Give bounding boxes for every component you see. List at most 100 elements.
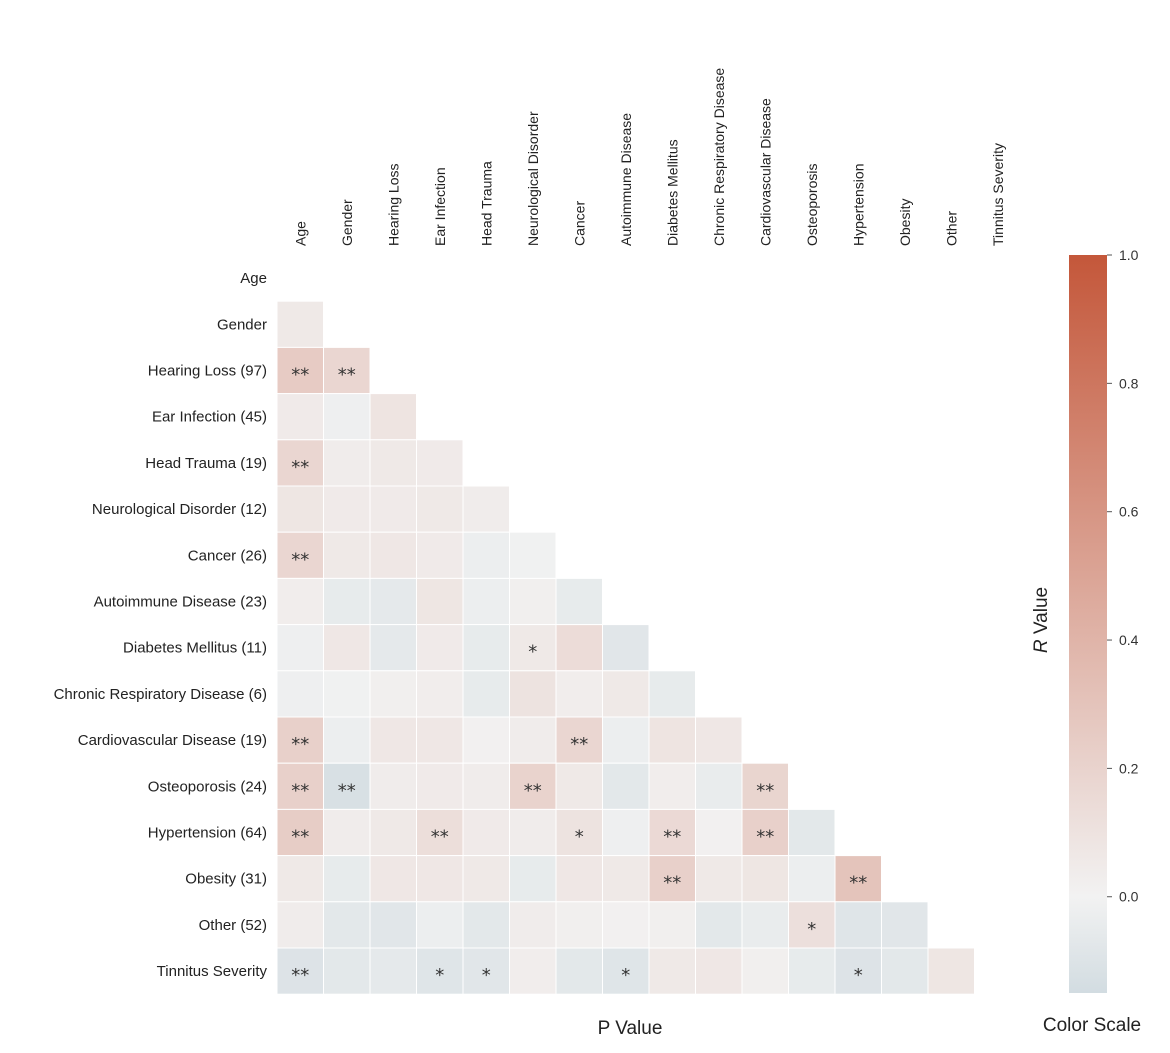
heatmap-cell bbox=[323, 439, 371, 487]
colorbar-tick-label: 1.0 bbox=[1119, 247, 1139, 263]
heatmap-cell bbox=[323, 855, 371, 903]
x-axis-title: P Value bbox=[598, 1018, 663, 1039]
significance-mark: ** bbox=[524, 780, 542, 801]
significance-mark: ** bbox=[756, 780, 774, 801]
heatmap-cell bbox=[276, 577, 324, 626]
significance-mark: * bbox=[621, 965, 630, 986]
row-label: Obesity (31) bbox=[185, 871, 267, 888]
heatmap-cell bbox=[509, 577, 557, 626]
column-label: Head Trauma bbox=[478, 161, 494, 246]
heatmap-cell bbox=[276, 485, 324, 533]
heatmap-cell bbox=[881, 901, 929, 949]
significance-mark: ** bbox=[756, 827, 774, 848]
heatmap-cell bbox=[276, 393, 324, 441]
heatmap-cell bbox=[509, 808, 557, 857]
heatmap-cell bbox=[788, 808, 836, 857]
heatmap-cell bbox=[509, 716, 557, 764]
heatmap-cell bbox=[695, 808, 743, 857]
row-label: Chronic Respiratory Disease (6) bbox=[54, 686, 267, 703]
colorbar-tick-label: 0.0 bbox=[1119, 889, 1139, 905]
heatmap-cell bbox=[788, 947, 836, 995]
colorbar-label: R Value bbox=[1031, 587, 1052, 653]
heatmap-cell bbox=[416, 762, 464, 810]
heatmap-cell bbox=[323, 531, 371, 579]
heatmap-cell bbox=[416, 670, 464, 718]
heatmap-cell bbox=[462, 855, 510, 903]
heatmap-cell bbox=[881, 947, 929, 995]
significance-mark: ** bbox=[431, 827, 449, 848]
significance-mark: ** bbox=[849, 873, 867, 894]
heatmap-cell bbox=[555, 947, 603, 995]
significance-mark: ** bbox=[338, 780, 356, 801]
heatmap-cell bbox=[555, 624, 603, 672]
colorbar bbox=[1069, 255, 1107, 993]
heatmap-cell bbox=[695, 901, 743, 949]
heatmap-cell bbox=[416, 716, 464, 764]
column-label: Ear Infection bbox=[432, 167, 448, 246]
colorbar-label-r: R bbox=[1031, 639, 1052, 653]
heatmap-cell bbox=[555, 670, 603, 718]
heatmap-cell bbox=[602, 716, 650, 764]
heatmap-cell bbox=[369, 624, 417, 672]
heatmap-cell bbox=[369, 855, 417, 903]
heatmap-cell bbox=[602, 670, 650, 718]
column-labels: Age Gender Hearing Loss Ear Infection Head T… bbox=[292, 68, 1006, 246]
heatmap-cell bbox=[555, 762, 603, 810]
heatmap-cell bbox=[276, 439, 324, 487]
heatmap-cell bbox=[462, 808, 510, 857]
column-label: Chronic Respiratory Disease bbox=[711, 68, 727, 246]
heatmap-cell bbox=[416, 531, 464, 579]
significance-mark: * bbox=[528, 642, 537, 663]
column-label: Hearing Loss bbox=[385, 164, 401, 247]
heatmap-cell bbox=[323, 808, 371, 857]
heatmap-cell bbox=[276, 947, 324, 995]
row-label: Age bbox=[240, 270, 267, 287]
colorbar-title: Color Scale bbox=[1043, 1015, 1141, 1036]
heatmap-cells bbox=[276, 300, 975, 995]
heatmap-cell bbox=[323, 901, 371, 949]
heatmap-cell bbox=[648, 901, 696, 949]
heatmap-cell bbox=[416, 947, 464, 995]
heatmap-cell bbox=[323, 393, 371, 441]
significance-mark: ** bbox=[663, 827, 681, 848]
heatmap-cell bbox=[648, 670, 696, 718]
heatmap-cell bbox=[416, 485, 464, 533]
heatmap-cell bbox=[695, 716, 743, 764]
significance-mark: ** bbox=[338, 365, 356, 386]
column-label: Diabetes Mellitus bbox=[664, 139, 680, 246]
colorbar-tick-label: 0.6 bbox=[1119, 504, 1139, 520]
heatmap-cell bbox=[323, 485, 371, 533]
row-label: Hearing Loss (97) bbox=[148, 363, 267, 380]
heatmap-cell bbox=[276, 901, 324, 949]
colorbar-ticks: 1.0 0.8 0.6 0.4 0.2 0.0 bbox=[1107, 247, 1139, 905]
heatmap-cell bbox=[276, 624, 324, 672]
heatmap-cell bbox=[788, 901, 836, 949]
column-label: Cardiovascular Disease bbox=[757, 98, 773, 246]
column-label: Cancer bbox=[571, 201, 587, 246]
heatmap-cell bbox=[509, 901, 557, 949]
significance-mark: ** bbox=[291, 780, 309, 801]
heatmap-cell bbox=[323, 577, 371, 626]
row-label: Head Trauma (19) bbox=[145, 455, 267, 472]
heatmap-cell bbox=[462, 485, 510, 533]
colorbar-tick-label: 0.8 bbox=[1119, 375, 1139, 391]
heatmap-cell bbox=[323, 346, 371, 395]
heatmap-cell bbox=[369, 947, 417, 995]
row-label: Diabetes Mellitus (11) bbox=[123, 640, 267, 657]
heatmap-cell bbox=[416, 577, 464, 626]
heatmap-cell bbox=[509, 762, 557, 810]
heatmap-cell bbox=[276, 670, 324, 718]
row-label: Cancer (26) bbox=[188, 547, 267, 564]
heatmap-cell bbox=[462, 947, 510, 995]
heatmap-cell bbox=[462, 901, 510, 949]
heatmap-cell bbox=[369, 670, 417, 718]
colorbar-tick-label: 0.4 bbox=[1119, 632, 1139, 648]
heatmap-cell bbox=[369, 577, 417, 626]
heatmap-cell bbox=[741, 855, 789, 903]
column-label: Neurological Disorder bbox=[525, 111, 541, 246]
heatmap-cell bbox=[834, 901, 882, 949]
heatmap-cell bbox=[509, 855, 557, 903]
colorbar-tick-label: 0.2 bbox=[1119, 760, 1139, 776]
heatmap-cell bbox=[648, 762, 696, 810]
row-labels: Age Gender Hearing Loss (97) Ear Infection … bbox=[54, 270, 268, 980]
